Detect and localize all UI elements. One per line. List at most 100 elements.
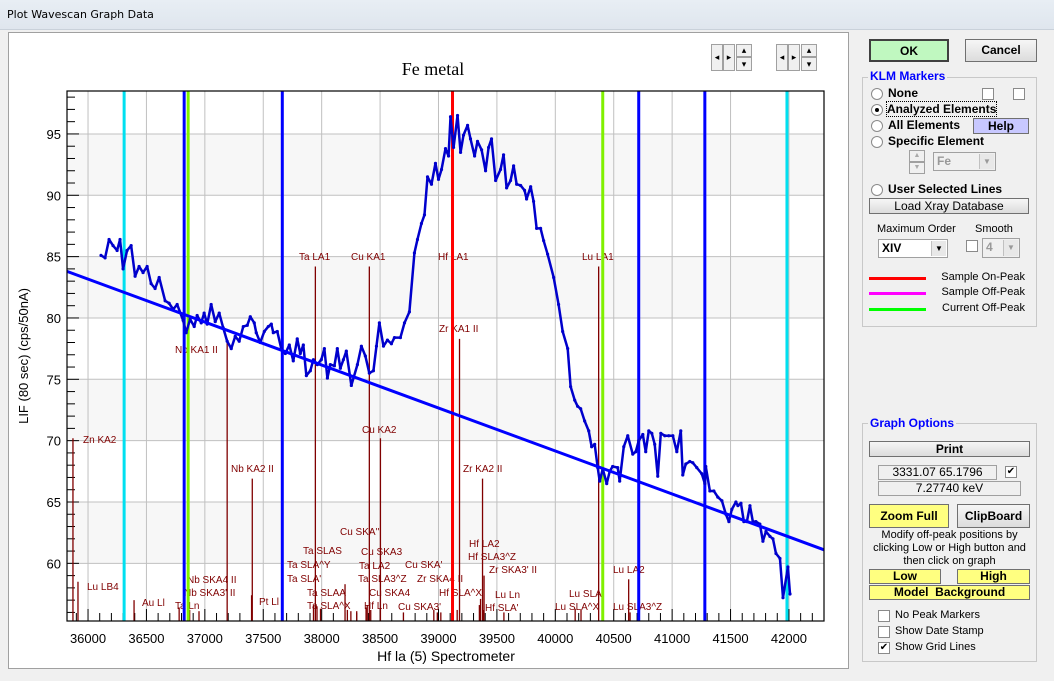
help-button[interactable]: Help [973,118,1029,134]
scroll-down-button[interactable]: ▾ [801,57,817,71]
x-tick-label: 40000 [537,631,573,646]
radio-analyzed-elements[interactable] [871,104,883,116]
klm-marker-label: Cu SKA3' [398,602,441,613]
data-point [328,362,332,367]
element-spin-up[interactable]: ▲ [909,150,925,162]
radio-all-elements[interactable] [871,120,883,132]
cancel-button[interactable]: Cancel [965,39,1037,62]
data-point [99,253,103,257]
y-tick-label: 95 [47,127,61,142]
data-point [213,320,217,324]
y-tick-label: 75 [47,372,61,387]
model-background-button[interactable]: Model Background [869,585,1030,600]
print-button[interactable]: Print [869,441,1030,457]
data-point [561,329,565,334]
data-point [209,302,213,307]
scroll-up-button[interactable]: ▴ [736,44,752,57]
x-axis-label: Hf la (5) Spectrometer [377,648,515,664]
element-select[interactable]: Fe ▼ [933,152,996,171]
x-scroll-control[interactable]: ◂ ▸ ▴ ▾ [711,44,753,71]
data-point [483,169,488,173]
data-point [576,404,580,408]
scroll-left-button[interactable]: ◂ [711,44,723,71]
klm-marker-label: Nb KA2 II [231,464,274,475]
klm-marker-label: Ta SLA^X [307,601,351,612]
data-point [245,323,249,327]
scroll-right-button[interactable]: ▸ [788,44,800,71]
element-spin-down[interactable]: ▼ [909,162,925,174]
data-point [501,153,506,157]
radio-all-elements-label: All Elements [888,118,961,132]
title-bar: Plot Wavescan Graph Data [0,0,1054,30]
klm-marker-label: Zr SKA4 II [417,574,463,585]
checkbox-2[interactable] [1013,88,1025,100]
x-tick-label: 38500 [362,631,398,646]
klm-marker-label: Ta LA2 [359,561,391,572]
data-point [535,226,539,231]
data-point [556,302,561,307]
data-point [145,264,149,269]
klm-marker-label: Cu SKA4 [369,588,411,599]
data-point [304,374,308,378]
ok-button[interactable]: OK [869,39,949,62]
load-xray-database-button[interactable]: Load Xray Database [869,198,1029,214]
show-grid-lines-checkbox[interactable]: ✔ [878,642,890,654]
klm-marker-label: Cu SKA'' [340,527,379,538]
data-point [712,489,716,493]
no-peak-markers-checkbox[interactable] [878,610,890,622]
data-point [720,499,724,503]
y-scroll-control[interactable]: ◂ ▸ ▴ ▾ [776,44,818,71]
smooth-checkbox[interactable] [966,240,978,252]
data-point [425,175,430,179]
radio-user-selected-lines[interactable] [871,184,883,196]
low-button[interactable]: Low [869,569,941,584]
x-tick-label: 39500 [479,631,515,646]
grid-band [67,501,824,564]
data-point [472,154,477,158]
data-point [708,489,712,493]
radio-specific-element[interactable] [871,136,883,148]
y-tick-label: 85 [47,250,61,265]
data-point [225,339,229,343]
radio-none[interactable] [871,88,883,100]
klm-marker-label: Nb SKA3' II [184,588,235,599]
checkbox-1[interactable] [982,88,994,100]
data-point [262,329,266,334]
data-point [319,358,323,362]
data-point [254,331,258,335]
data-point [644,450,648,454]
readout-checkbox[interactable]: ✔ [1005,466,1017,478]
x-tick-label: 38000 [304,631,340,646]
data-point [241,324,245,329]
klm-marker-label: Ta SLA3^Z [358,574,407,585]
zoom-full-button[interactable]: Zoom Full [869,504,949,528]
data-point [266,324,270,329]
radio-specific-element-label: Specific Element [888,134,985,148]
data-point [446,154,451,158]
chart-title: Fe metal [402,59,464,79]
maximum-order-select[interactable]: XIV ▼ [878,239,948,258]
data-point [202,311,206,315]
show-date-stamp-checkbox[interactable] [878,626,890,638]
data-point [412,251,417,255]
klm-marker-label: Lu LB4 [87,582,119,593]
data-point [322,347,326,351]
scroll-up-button[interactable]: ▴ [801,44,817,57]
data-point [448,115,453,119]
scroll-right-button[interactable]: ▸ [723,44,735,71]
data-point [118,237,122,242]
data-point [175,302,179,307]
data-point [675,450,679,454]
high-button[interactable]: High [957,569,1030,584]
klm-marker-label: Au Ll [142,598,165,609]
x-tick-label: 36000 [70,631,106,646]
clipboard-button[interactable]: ClipBoard [957,504,1030,528]
data-point [542,239,546,243]
data-point [667,434,671,438]
smooth-select[interactable]: 4 ▼ [982,238,1020,258]
graph-area[interactable]: Zn KA2 Lu LB4 Au Ll Ta Ln Nb SKA4 II Nb SKA3'… [8,32,849,669]
klm-marker-label: Ta SLAS [303,546,342,557]
scroll-down-button[interactable]: ▾ [736,57,752,71]
scroll-left-button[interactable]: ◂ [776,44,788,71]
